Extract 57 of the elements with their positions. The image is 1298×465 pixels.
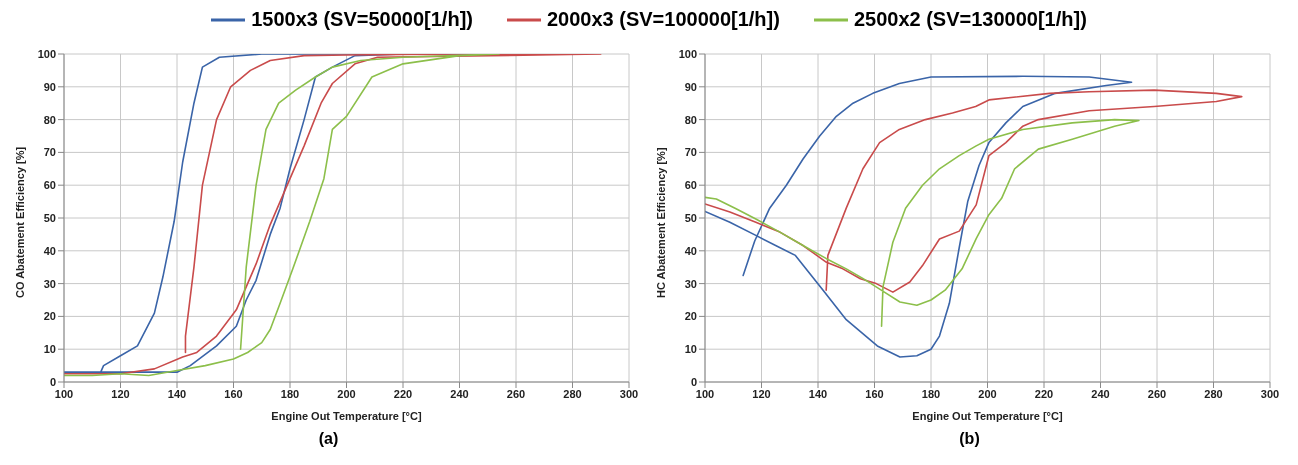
legend-label: 2000x3 (SV=100000[1/h]) xyxy=(546,8,780,31)
x-tick-label: 120 xyxy=(111,387,130,400)
y-tick-label: 90 xyxy=(43,80,56,93)
line-series xyxy=(64,54,602,375)
x-tick-label: 280 xyxy=(1204,387,1223,400)
y-tick-label: 80 xyxy=(43,113,56,126)
x-tick-label: 260 xyxy=(506,387,526,400)
y-tick-label: 50 xyxy=(43,211,56,224)
x-tick-label: 200 xyxy=(978,387,997,400)
y-tick-label: 10 xyxy=(43,343,56,356)
y-tick-label: 100 xyxy=(678,47,697,60)
y-tick-label: 20 xyxy=(43,310,56,323)
y-tick-label: 20 xyxy=(684,310,697,323)
y-tick-label: 40 xyxy=(43,244,56,257)
text: (a) xyxy=(318,430,339,447)
x-tick-label: 260 xyxy=(1147,387,1167,400)
legend-label: 1500x3 (SV=50000[1/h]) xyxy=(251,8,473,31)
y-tick-label: 60 xyxy=(684,179,697,192)
y-tick-label: 100 xyxy=(37,47,56,60)
y-tick-label: 80 xyxy=(684,113,697,126)
legend-label: 2500x2 (SV=130000[1/h]) xyxy=(853,8,1087,31)
y-tick-label: 30 xyxy=(43,277,56,290)
y-tick-label: 90 xyxy=(684,80,697,93)
x-tick-label: 280 xyxy=(563,387,582,400)
x-tick-label: 100 xyxy=(54,387,74,400)
x-tick-label: 160 xyxy=(865,387,884,400)
y-tick-label: 10 xyxy=(684,343,697,356)
y-axis-title: HC Abatement Efficiency [%] xyxy=(654,147,667,298)
x-tick-label: 180 xyxy=(921,387,941,400)
x-tick-label: 220 xyxy=(393,387,413,400)
x-tick-label: 300 xyxy=(1260,387,1280,400)
y-tick-label: 60 xyxy=(43,179,56,192)
y-tick-label: 0 xyxy=(690,375,697,388)
x-axis-title: Engine Out Temperature [°C] xyxy=(912,410,1063,422)
x-tick-label: 160 xyxy=(224,387,243,400)
x-tick-label: 100 xyxy=(695,387,715,400)
line-series xyxy=(705,89,1243,293)
x-tick-label: 180 xyxy=(280,387,300,400)
y-tick-label: 70 xyxy=(684,146,697,159)
x-tick-label: 140 xyxy=(808,387,828,400)
x-axis-title: Engine Out Temperature [°C] xyxy=(271,410,422,422)
line-series xyxy=(705,118,1140,328)
x-tick-label: 140 xyxy=(167,387,187,400)
x-tick-label: 240 xyxy=(1091,387,1110,400)
y-tick-label: 0 xyxy=(49,375,56,388)
x-tick-label: 120 xyxy=(752,387,771,400)
y-tick-label: 70 xyxy=(43,146,56,159)
y-tick-label: 50 xyxy=(684,211,697,224)
text: (b) xyxy=(959,430,980,447)
y-axis-title: CO Abatement Efficiency [%] xyxy=(13,146,26,298)
x-tick-label: 220 xyxy=(1034,387,1054,400)
line-series xyxy=(705,75,1133,358)
x-tick-label: 200 xyxy=(337,387,356,400)
y-tick-label: 30 xyxy=(684,277,697,290)
y-tick-label: 40 xyxy=(684,244,697,257)
x-tick-label: 240 xyxy=(450,387,469,400)
x-tick-label: 300 xyxy=(619,387,639,400)
